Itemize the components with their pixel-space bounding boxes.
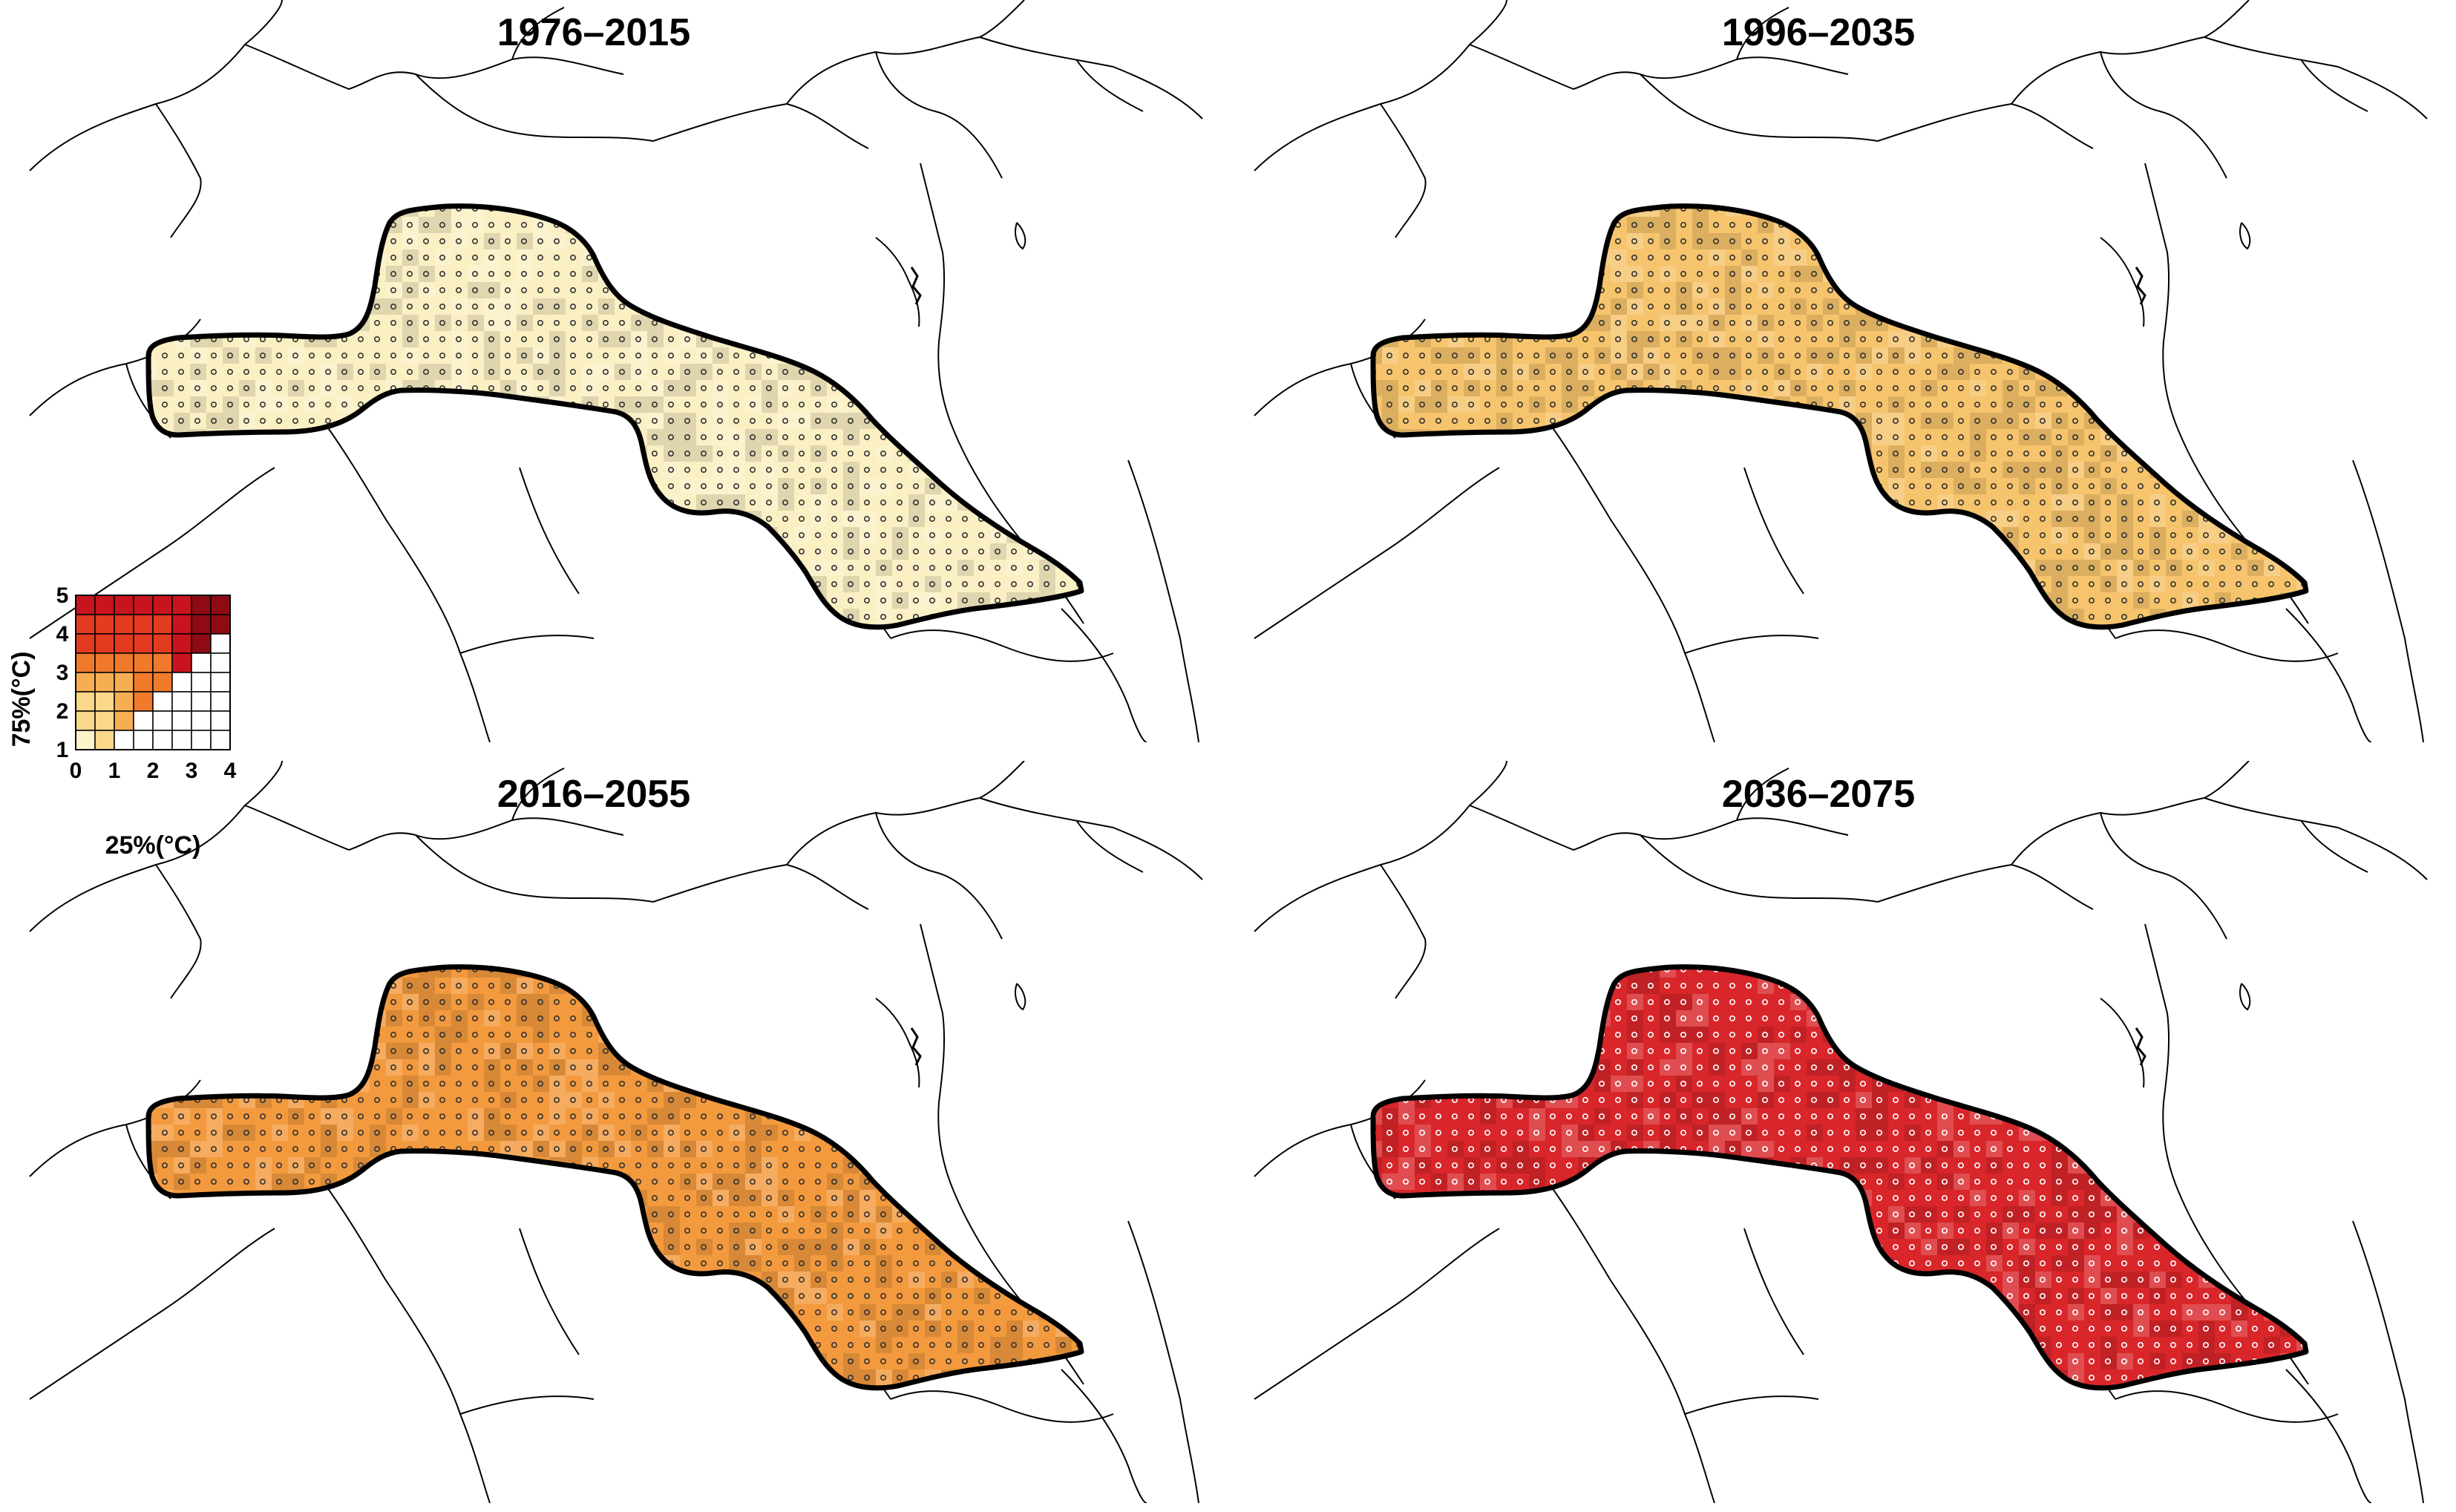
legend-cell	[94, 672, 115, 693]
legend-cell	[210, 710, 231, 731]
legend-x-tick: 0	[70, 759, 82, 783]
legend-cell	[210, 633, 231, 654]
legend-x-tick: 3	[186, 759, 198, 783]
legend-cell	[75, 595, 96, 615]
panel-title-1: 1976–2015	[497, 11, 691, 54]
panel-title-2: 1996–2035	[1721, 11, 1916, 54]
legend-cell	[114, 672, 134, 693]
country-borders	[1254, 761, 2428, 1503]
legend-cell	[171, 633, 192, 654]
legend-cell	[152, 730, 173, 750]
region-fill	[1373, 966, 2306, 1388]
legend-y-label: 75%(°C)	[7, 652, 36, 747]
legend-cell	[133, 652, 154, 673]
legend-cell	[210, 652, 231, 673]
region-outline	[145, 964, 1084, 1391]
legend-cell	[152, 595, 173, 615]
legend-y-tick: 3	[56, 661, 69, 685]
legend-cell	[210, 691, 231, 712]
legend-cell	[133, 595, 154, 615]
legend-cell	[94, 652, 115, 673]
legend-y-tick: 4	[56, 622, 69, 647]
legend-cell	[114, 633, 134, 654]
legend-cell	[75, 633, 96, 654]
region-fill	[148, 966, 1081, 1388]
legend-cell	[191, 614, 212, 635]
legend-cell	[114, 710, 134, 731]
legend-cell	[75, 730, 96, 750]
legend-cell	[152, 710, 173, 731]
legend-cell	[152, 691, 173, 712]
legend-cell	[114, 691, 134, 712]
legend-cell	[152, 633, 173, 654]
legend-y-tick: 1	[56, 738, 69, 762]
legend-cell	[75, 710, 96, 731]
legend-cell	[152, 614, 173, 635]
map-panel-2	[1254, 0, 2428, 742]
region-outline	[1370, 964, 2309, 1391]
legend-cell	[114, 595, 134, 615]
legend-cell	[171, 672, 192, 693]
legend-cell	[75, 614, 96, 635]
legend-cell	[171, 691, 192, 712]
legend-cell	[94, 730, 115, 750]
legend-cell	[152, 672, 173, 693]
legend-cell	[114, 614, 134, 635]
legend-cell	[210, 614, 231, 635]
legend-cell	[94, 691, 115, 712]
legend-cell	[171, 730, 192, 750]
legend-cell	[133, 672, 154, 693]
region-fill	[1373, 206, 2306, 627]
legend-cell	[94, 633, 115, 654]
grid-cells	[148, 966, 1081, 1388]
legend-x-tick: 2	[147, 759, 160, 783]
legend-cell	[133, 691, 154, 712]
map-panel-3	[29, 761, 1203, 1503]
region-outline	[1370, 203, 2309, 630]
legend-cell	[133, 730, 154, 750]
panel-title-3: 2016–2055	[497, 773, 691, 816]
map-panel-4	[1254, 761, 2428, 1503]
legend-cell	[171, 652, 192, 673]
legend-cell	[191, 652, 212, 673]
legend-cell	[94, 614, 115, 635]
legend-cell	[94, 595, 115, 615]
legend-cell	[75, 672, 96, 693]
legend-cell	[210, 672, 231, 693]
region-outline	[145, 203, 1084, 630]
legend-cell	[114, 652, 134, 673]
legend-cell	[152, 652, 173, 673]
legend-cell	[94, 710, 115, 731]
legend-cell	[191, 633, 212, 654]
legend-cell	[171, 595, 192, 615]
legend-cell	[191, 595, 212, 615]
legend-cell	[210, 730, 231, 750]
legend-cell	[191, 672, 212, 693]
legend-cell	[133, 633, 154, 654]
legend-cell	[191, 730, 212, 750]
legend-x-tick: 4	[224, 759, 237, 783]
region-fill	[148, 206, 1081, 627]
legend-cell	[210, 595, 231, 615]
legend-cell	[114, 730, 134, 750]
legend-cell	[171, 710, 192, 731]
legend-x-tick: 1	[108, 759, 121, 783]
legend-cell	[133, 614, 154, 635]
legend-cell	[191, 710, 212, 731]
legend-y-tick: 2	[56, 699, 69, 724]
legend-y-tick: 5	[56, 583, 69, 608]
legend-x-label: 25%(°C)	[105, 831, 201, 860]
legend-cell	[75, 691, 96, 712]
panel-title-4: 2036–2075	[1721, 773, 1916, 816]
legend-cell	[171, 614, 192, 635]
legend-cell	[75, 652, 96, 673]
legend-cell	[191, 691, 212, 712]
legend-cell	[133, 710, 154, 731]
